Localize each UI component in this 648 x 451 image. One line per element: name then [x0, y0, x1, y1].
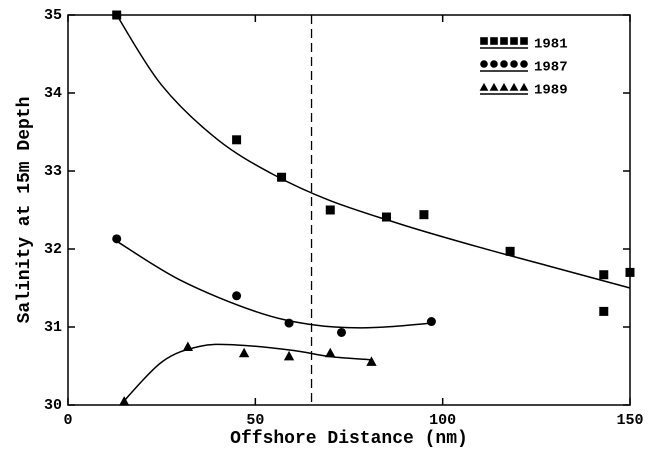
- x-tick-label: 50: [246, 412, 264, 429]
- data-point: [112, 10, 122, 20]
- x-tick-label: 150: [616, 412, 643, 429]
- data-point: [337, 327, 347, 337]
- legend-marker: [519, 82, 529, 91]
- y-tick-label: 31: [44, 319, 62, 336]
- fit-curve: [116, 14, 631, 289]
- data-point: [599, 306, 609, 316]
- plot-frame: [67, 14, 631, 406]
- data-point: [325, 347, 336, 358]
- y-tick-label: 33: [44, 163, 62, 180]
- data-point: [232, 135, 242, 145]
- data-point: [419, 210, 429, 220]
- x-axis-title: Offshore Distance (nm): [230, 429, 468, 449]
- data-point: [112, 234, 122, 244]
- data-point: [283, 350, 295, 361]
- legend-marker: [510, 60, 518, 68]
- data-point: [625, 267, 635, 277]
- legend-marker: [490, 37, 498, 45]
- legend-marker: [500, 37, 508, 45]
- x-tick-label: 0: [63, 412, 72, 429]
- legend-marker: [489, 82, 499, 91]
- data-point: [232, 291, 242, 301]
- data-point: [119, 396, 130, 406]
- legend-label: 1989: [534, 83, 568, 99]
- legend-marker: [509, 82, 519, 91]
- legend-marker: [479, 82, 489, 91]
- y-tick-label: 34: [44, 85, 62, 102]
- y-tick-label: 30: [44, 397, 62, 414]
- data-point: [238, 347, 250, 358]
- legend-marker: [490, 60, 498, 68]
- y-tick-label: 32: [44, 241, 62, 258]
- data-point: [426, 317, 436, 327]
- y-tick-label: 35: [44, 7, 62, 24]
- legend-marker: [499, 82, 509, 91]
- data-point: [182, 341, 194, 351]
- data-point: [284, 318, 294, 328]
- legend-label: 1987: [534, 60, 568, 76]
- legend-label: 1981: [534, 37, 568, 53]
- legend-marker: [500, 60, 508, 68]
- data-point: [381, 212, 391, 222]
- data-point: [325, 205, 335, 215]
- data-point: [599, 270, 609, 280]
- legend-marker: [510, 37, 518, 45]
- legend-marker: [520, 60, 528, 68]
- legend-marker: [480, 60, 488, 68]
- data-point: [277, 172, 287, 182]
- x-tick-label: 100: [429, 412, 456, 429]
- legend-marker: [520, 37, 528, 45]
- fit-curve: [116, 240, 432, 329]
- y-axis-title: Salinity at 15m Depth: [15, 97, 35, 324]
- data-point: [505, 246, 515, 256]
- data-point: [366, 356, 377, 366]
- legend-marker: [480, 37, 488, 45]
